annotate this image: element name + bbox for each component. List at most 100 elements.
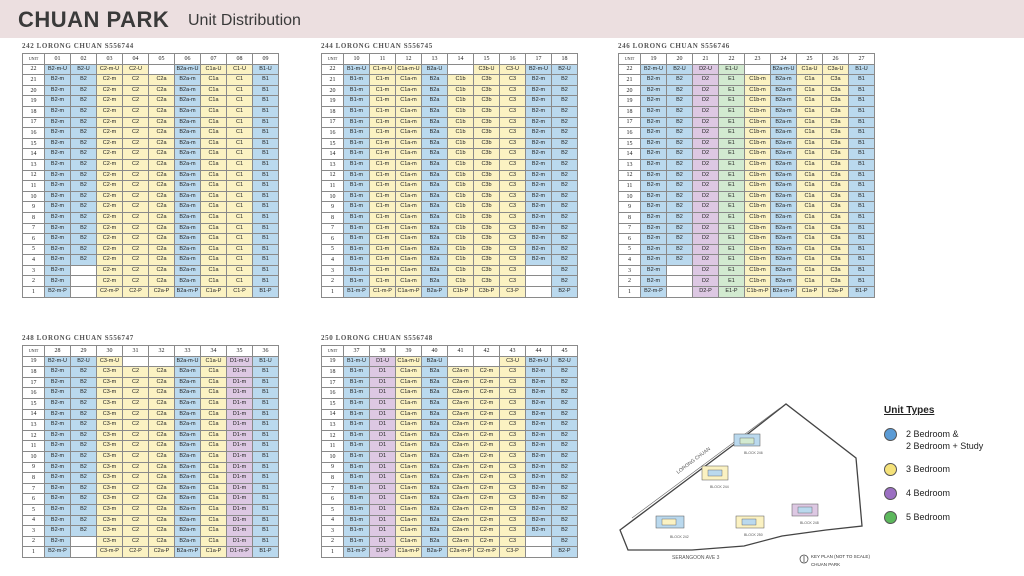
legend-label: 3 Bedroom [906,464,951,474]
unit-type-cell: C3-m [96,366,123,378]
unit-type-cell: B2a-m [770,201,797,213]
unit-type-cell: B1 [252,514,279,527]
floor-number: 14 [22,408,45,421]
floor-row: 7 B1-m D1 C1a-m B2a C2a-m C2-m C3 B2-m B2 [321,482,578,495]
unit-type-cell: B2-m-U [525,63,552,76]
unit-type-cell: B2 [551,397,578,410]
unit-type-cell: C3 [499,429,526,442]
unit-type-cell: C3b [473,148,500,160]
floor-row: 8 B2-m B2 C2-m C2 C2a B2a-m C1a C1 B1 [22,211,279,224]
unit-type-cell: C2 [122,74,149,86]
unit-type-cell: C1-m [369,201,396,213]
unit-type-cell: B2a-m [174,211,201,224]
unit-type-cell: C2a-m [447,387,474,399]
unit-type-cell: B2 [70,254,97,266]
unit-type-cell: B2-m [44,243,71,256]
unit-type-cell: C1a [200,482,227,495]
unit-type-cell: B2-m [525,201,552,213]
unit-type-cell [148,355,175,368]
unit-type-cell: B2a-m [174,264,201,277]
block-label-242: BLOCK 242 [670,535,689,539]
unit-type-cell: C3-m [96,419,123,431]
unit-type-cell: C2a-m [447,376,474,389]
unit-type-cell: C1a-m [395,440,422,452]
unit-type-cell: C3 [499,514,526,527]
unit-type-cell: B2a-m [770,243,797,256]
unit-type-cell: B1-m [343,525,370,537]
floor-number: 21 [22,74,45,86]
unit-type-cell: B2-m [44,264,71,277]
unit-type-cell: C2 [122,472,149,484]
unit-type-cell: B2-m [525,472,552,484]
unit-type-cell: B2-U [551,355,578,368]
unit-type-cell: C3a [822,169,849,182]
unit-type-cell: C2-m [96,137,123,150]
floor-number: 21 [618,74,641,86]
floor-row: 14 B1-m C1-m C1a-m B2a C1b C3b C3 B2-m B2 [321,148,578,160]
unit-type-cell: C1a [796,105,823,118]
unit-type-cell: C3a [822,74,849,86]
unit-type-cell: E1-U [718,63,745,76]
floor-row: 2 B2-m C2-m C2 C2a B2a-m C1a C1 B1 [22,275,279,288]
unit-type-cell: B1-m [343,387,370,399]
unit-type-cell: C1a-m [395,419,422,431]
unit-number: 15 [473,53,500,65]
unit-type-cell: B1 [252,482,279,495]
unit-type-cell: B2a-m [770,222,797,235]
unit-type-cell: C1a [200,84,227,97]
unit-type-cell: C3-m [96,472,123,484]
unit-type-cell: B1-m [343,514,370,527]
unit-type-cell: B2-m [640,211,667,224]
unit-type-cell: C2 [122,222,149,235]
unit-type-cell: B1 [252,254,279,266]
floor-number: 12 [321,169,344,182]
unit-type-cell: C1b [447,127,474,139]
floor-number: 1 [321,546,344,558]
unit-type-cell: C1a-U [200,63,227,76]
unit-type-cell: B1 [252,525,279,537]
unit-type-cell: B1-m [343,190,370,203]
unit-type-cell: C3b [473,233,500,245]
unit-type-cell: C3 [499,264,526,277]
unit-type-cell: C1b [447,180,474,192]
unit-type-cell: D1-m [226,525,253,537]
floor-number: 22 [321,63,344,76]
unit-type-cell: C2a-m [447,482,474,495]
unit-type-cell: B2-U [70,63,97,76]
unit-type-cell: B2a [421,376,448,389]
unit-type-cell: C2-m [96,222,123,235]
unit-type-cell: D1-m [226,397,253,410]
unit-type-cell: C1-m [369,105,396,118]
unit-type-cell: B2a-m [174,387,201,399]
unit-type-cell: B2-m-U [44,63,71,76]
unit-type-cell: C2-m [96,127,123,139]
floor-row: 20 B2-m B2 D2 E1 C1b-m B2a-m C1a C3a B1 [618,84,875,97]
unit-type-cell: C2a [148,440,175,452]
unit-type-cell: B2 [551,158,578,171]
unit-number-header-row: UNIT 37 38 39 40 41 42 43 44 45 [321,345,578,357]
unit-number: 29 [70,345,97,357]
unit-type-cell: B1 [252,535,279,548]
unit-type-cell: B1 [252,137,279,150]
unit-type-cell: C2a [148,95,175,107]
unit-type-cell: C1b-m [744,180,771,192]
unit-type-cell: B2-m [525,158,552,171]
unit-type-cell: B2a-m [174,243,201,256]
unit-type-cell: C2a [148,450,175,463]
unit-type-cell: C2a [148,137,175,150]
unit-type-cell: C1a-m [395,127,422,139]
unit-type-cell: B2a [421,535,448,548]
unit-type-cell: C2 [122,366,149,378]
unit-type-cell: B2-m [525,503,552,516]
unit-type-cell [525,264,552,277]
unit-type-cell: B1 [252,201,279,213]
unit-type-cell: B2-m [640,127,667,139]
unit-type-cell: C3a [822,148,849,160]
floor-number: 6 [321,493,344,505]
unit-type-cell: B2 [70,233,97,245]
unit-type-cell: B2 [70,408,97,421]
floor-number: 5 [618,243,641,256]
unit-type-cell: C2 [122,387,149,399]
unit-number: 21 [692,53,719,65]
unit-type-cell: C2a [148,84,175,97]
